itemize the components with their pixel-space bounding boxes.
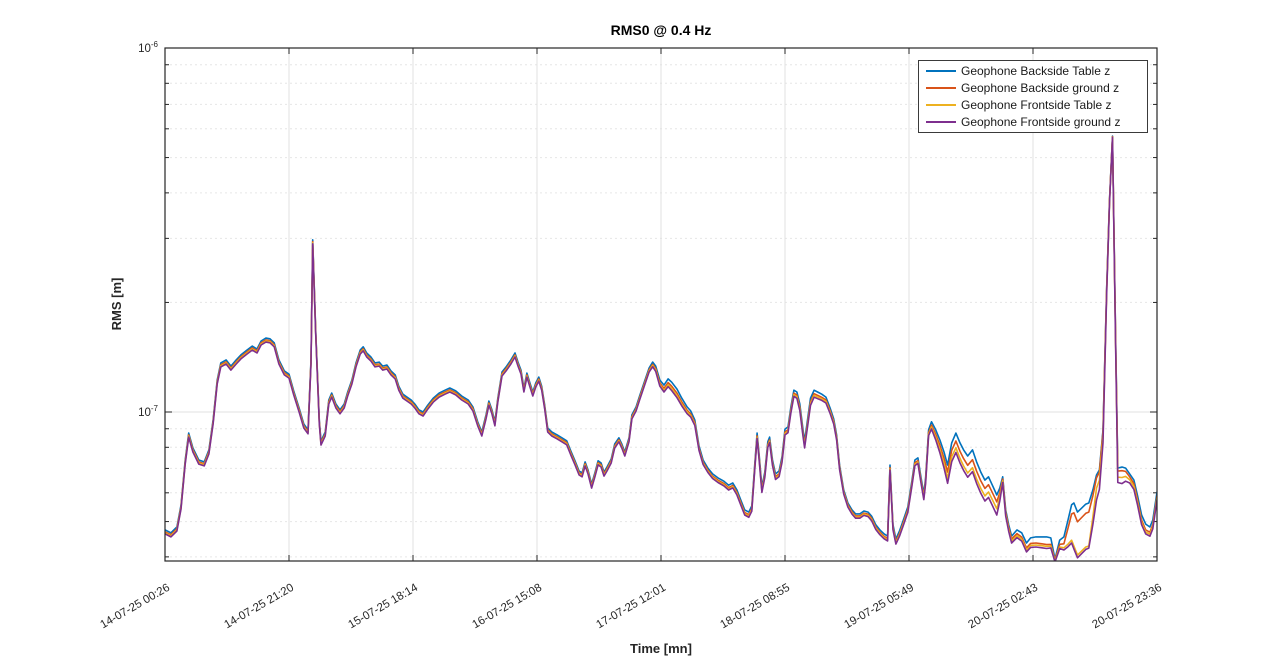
y-axis-label: RMS [m]	[109, 277, 124, 331]
legend-label-1: Geophone Backside Table z	[961, 64, 1111, 79]
series-line-4[interactable]	[165, 136, 1157, 562]
legend[interactable]: Geophone Backside Table z Geophone Backsi…	[918, 60, 1148, 133]
legend-label-3: Geophone Frontside Table z	[961, 97, 1112, 112]
legend-item-2[interactable]: Geophone Backside ground z	[919, 80, 1147, 96]
legend-line-sample-4	[926, 120, 956, 123]
legend-line-sample-1	[926, 70, 956, 73]
legend-item-3[interactable]: Geophone Frontside Table z	[919, 97, 1147, 113]
legend-label-2: Geophone Backside ground z	[961, 81, 1120, 96]
legend-line-sample-3	[926, 103, 956, 106]
legend-item-4[interactable]: Geophone Frontside ground z	[919, 114, 1147, 130]
chart-title: RMS0 @ 0.4 Hz	[610, 22, 712, 38]
x-axis-label: Time [mn]	[630, 641, 692, 656]
y-tick-label-1e-7: 10-7	[138, 404, 158, 419]
legend-label-4: Geophone Frontside ground z	[961, 114, 1121, 129]
legend-item-1[interactable]: Geophone Backside Table z	[919, 63, 1147, 79]
legend-line-sample-2	[926, 87, 956, 90]
axes-box	[164, 47, 1158, 562]
y-tick-label-1e-6: 10-6	[138, 40, 158, 55]
